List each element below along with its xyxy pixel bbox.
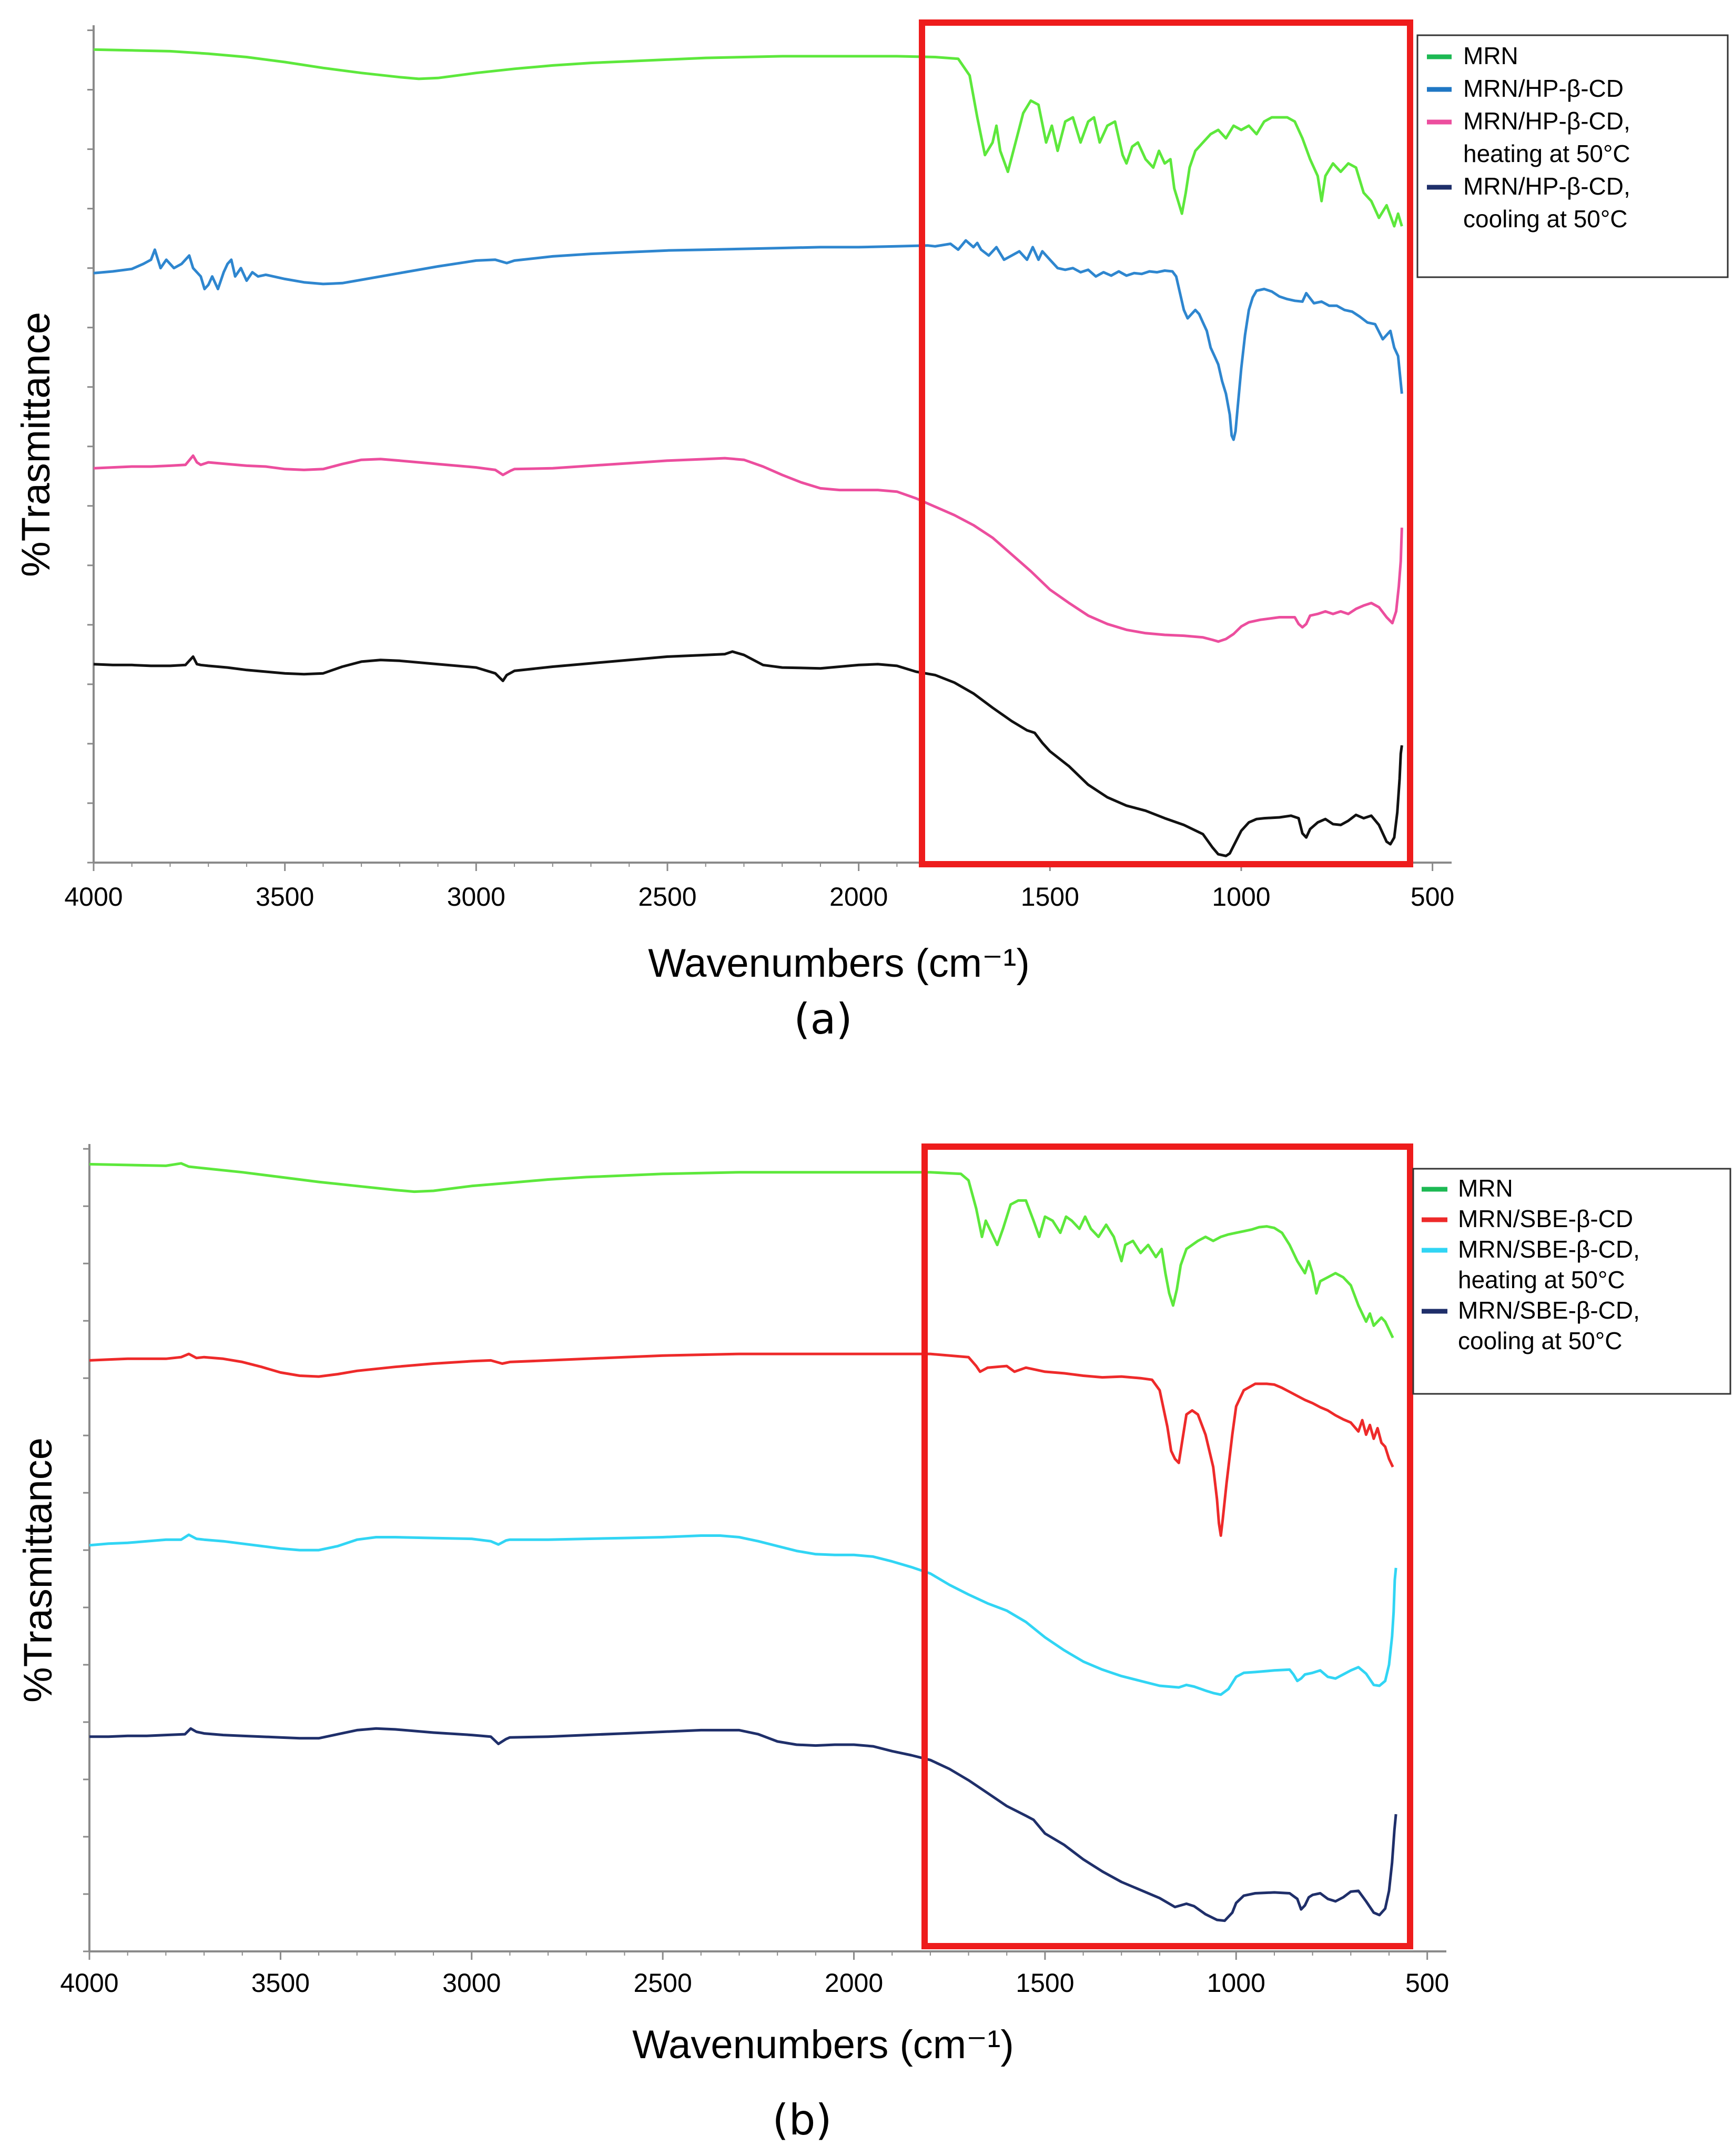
x-tick-label: 1500 [1016, 1968, 1074, 1998]
y-axis-title: %Trasmittance [14, 312, 58, 577]
y-axis-title: %Trasmittance [16, 1438, 60, 1703]
x-tick-label: 500 [1405, 1968, 1449, 1998]
x-tick-label: 1500 [1021, 882, 1079, 912]
legend: MRN MRN/SBE-β-CD MRN/SBE-β-CD, heating at 5… [1412, 1168, 1731, 1395]
x-tick-label: 3000 [442, 1968, 501, 1998]
series-line-2 [93, 239, 1403, 441]
panel-label: (b) [772, 2096, 832, 2144]
x-axis-title: Wavenumbers (cm⁻¹) [648, 941, 1030, 986]
series-line-2 [89, 1352, 1394, 1537]
legend-label-1: MRN [1463, 42, 1518, 69]
series-line-3 [93, 454, 1403, 643]
x-tick-label: 2500 [634, 1968, 692, 1998]
legend-label-2: MRN/HP-β-CD [1463, 75, 1624, 102]
legend-label-4: cooling at 50°C [1463, 205, 1627, 232]
x-tick-label: 2000 [825, 1968, 883, 1998]
legend: MRN MRN/HP-β-CD MRN/HP-β-CD, heating at 50°… [1416, 34, 1729, 278]
x-tick-label: 1000 [1212, 882, 1270, 912]
series-line-4 [93, 650, 1403, 857]
legend-label-3: heating at 50°C [1463, 140, 1630, 167]
highlight-box [919, 19, 1413, 867]
legend-label-3: MRN/HP-β-CD, [1463, 107, 1630, 135]
x-tick-label: 1000 [1207, 1968, 1265, 1998]
series-line-4 [89, 1727, 1397, 1922]
x-tick-label: 3500 [256, 882, 314, 912]
legend-label-4: MRN/HP-β-CD, [1463, 173, 1630, 200]
spectra [89, 1162, 1397, 1922]
x-tick-label: 2000 [829, 882, 888, 912]
x-tick-label: 3500 [251, 1968, 310, 1998]
x-tick-label: 3000 [447, 882, 505, 912]
series-line-1 [89, 1162, 1394, 1339]
spectra [93, 48, 1403, 857]
x-tick-label: 4000 [64, 882, 123, 912]
x-tick-label: 500 [1411, 882, 1454, 912]
legend-label-1: MRN [1458, 1175, 1513, 1202]
legend-frame [1412, 1168, 1731, 1395]
y-axis-ticks [83, 1148, 89, 1952]
panel-label: (a) [794, 995, 852, 1044]
series-line-1 [93, 48, 1403, 228]
x-tick-label: 2500 [638, 882, 696, 912]
x-axis-title: Wavenumbers (cm⁻¹) [632, 2022, 1014, 2067]
x-axis-ticks: 4000 3500 3000 2500 2000 1500 1000 500 [64, 863, 1454, 912]
legend-label-4: cooling at 50°C [1458, 1327, 1622, 1354]
legend-frame [1416, 34, 1729, 278]
panel-b: 4000 3500 3000 2500 2000 1500 1000 500 MRN MRN/S… [16, 1143, 1731, 2144]
panel-a: 4000 3500 3000 2500 2000 1500 1000 500 MRN MRN/H… [14, 19, 1729, 1044]
legend-label-3: heating at 50°C [1458, 1266, 1625, 1293]
legend-label-2: MRN/SBE-β-CD [1458, 1205, 1633, 1232]
highlight-box [921, 1143, 1413, 1949]
legend-label-4: MRN/SBE-β-CD, [1458, 1297, 1640, 1324]
legend-label-3: MRN/SBE-β-CD, [1458, 1236, 1640, 1263]
x-tick-label: 4000 [60, 1968, 118, 1998]
y-axis-ticks [87, 29, 94, 864]
x-axis-ticks: 4000 3500 3000 2500 2000 1500 1000 500 [60, 1951, 1449, 1998]
series-line-3 [89, 1533, 1397, 1696]
